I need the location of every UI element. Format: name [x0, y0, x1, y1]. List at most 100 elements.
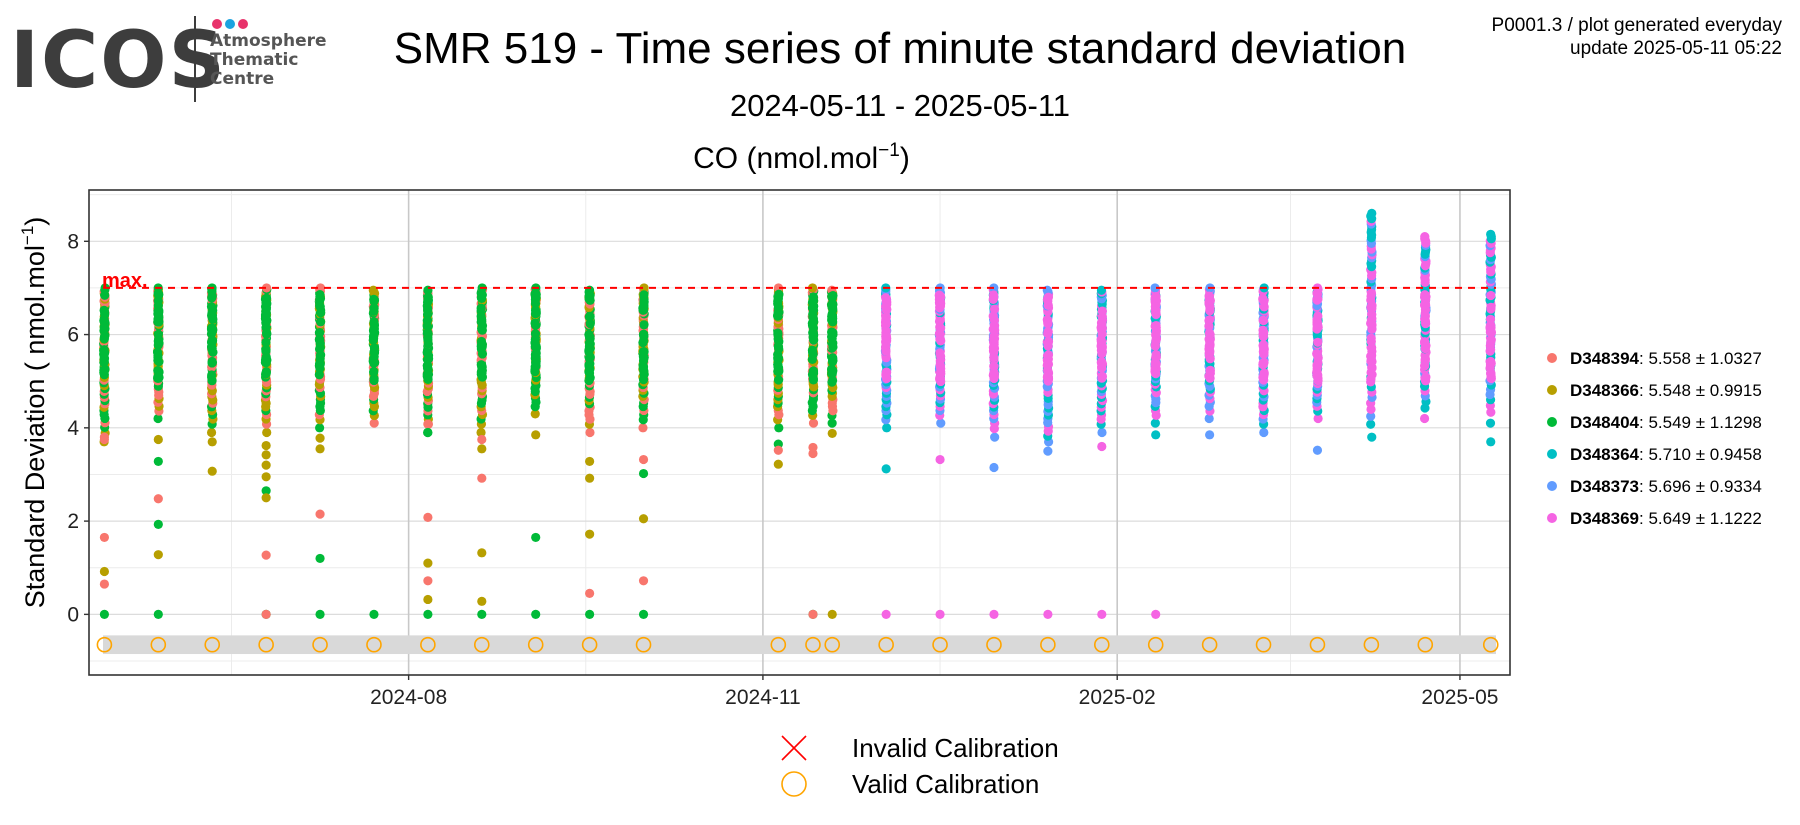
data-point	[99, 365, 109, 376]
valid-calibration-marker	[932, 636, 948, 653]
data-point	[638, 337, 648, 348]
legend-series-name: D348394	[1570, 349, 1640, 368]
data-point	[1420, 232, 1430, 242]
data-point	[1366, 411, 1376, 421]
logo-dot	[225, 19, 235, 29]
data-point	[477, 548, 487, 558]
data-point	[1367, 363, 1377, 373]
data-point	[423, 329, 433, 339]
data-point	[99, 432, 110, 442]
data-point	[207, 466, 217, 476]
data-point	[827, 375, 838, 386]
data-point	[1150, 283, 1160, 293]
data-point	[1366, 419, 1376, 429]
data-point	[1258, 359, 1269, 369]
data-point	[530, 329, 541, 339]
data-point	[369, 296, 379, 306]
legend-series-name: D348364	[1570, 445, 1640, 464]
data-point	[477, 609, 487, 619]
x-tick-label: 2024-11	[725, 686, 801, 709]
data-point	[99, 579, 110, 589]
data-point	[477, 366, 487, 376]
logo-sub-line: Atmosphere	[210, 31, 327, 51]
data-point	[1259, 296, 1269, 306]
data-point	[208, 347, 218, 357]
x-tick-label: 2025-02	[1079, 686, 1156, 709]
y-tick-label: 0	[67, 603, 79, 626]
valid-calibration-marker	[150, 636, 167, 653]
valid-calibration-marker	[366, 636, 382, 653]
y-axis-label-sup: −1	[18, 226, 37, 245]
data-point	[1097, 373, 1107, 383]
data-point	[638, 423, 648, 433]
data-point	[774, 423, 784, 433]
plot-border	[88, 189, 1511, 676]
data-point	[531, 289, 541, 299]
circle-icon	[781, 771, 807, 797]
data-point	[773, 354, 783, 365]
logo-sub-line: Thematic	[210, 50, 299, 70]
data-point	[808, 328, 818, 338]
chart-title: CO (nmol.mol−1)	[693, 140, 910, 175]
data-point	[423, 419, 433, 429]
data-point	[207, 293, 217, 303]
legend-series-stat: : 5.548 ± 0.9915	[1639, 381, 1762, 400]
data-point	[989, 462, 999, 473]
legend-entry: D348364: 5.710 ± 0.9458	[1570, 445, 1762, 464]
y-axis-label: Standard Deviation ( nmol.mol−1)	[18, 217, 50, 609]
data-point	[477, 473, 487, 483]
data-point	[585, 609, 595, 619]
data-point	[1204, 321, 1214, 331]
data-point	[773, 445, 783, 455]
data-point	[1258, 325, 1268, 335]
data-point	[585, 373, 595, 384]
data-point	[530, 367, 540, 377]
y-tick-label: 6	[67, 324, 79, 347]
logo-dots	[212, 16, 251, 30]
logo-sub-line: Centre	[210, 69, 275, 89]
data-point	[1313, 375, 1323, 386]
legend-entry: D348366: 5.548 ± 0.9915	[1570, 381, 1762, 400]
data-point	[1043, 296, 1053, 306]
data-point	[1043, 319, 1053, 329]
valid-calibration-marker	[770, 636, 787, 653]
data-point	[1204, 413, 1214, 424]
legend-series-name: D348404	[1570, 413, 1640, 432]
data-point	[261, 486, 271, 496]
data-point	[638, 347, 649, 357]
logo-subtitle: Atmosphere Thematic Centre	[210, 32, 327, 89]
y-axis-label-end: )	[20, 217, 50, 226]
data-point	[423, 339, 433, 349]
data-point	[1312, 322, 1322, 332]
data-point	[808, 349, 818, 359]
data-point	[639, 320, 649, 330]
data-point	[530, 409, 540, 419]
data-point	[206, 302, 217, 312]
y-tick-label: 8	[67, 230, 79, 253]
data-point	[807, 318, 817, 328]
data-point	[315, 350, 326, 361]
data-point	[153, 519, 163, 529]
data-point	[1486, 407, 1496, 417]
valid-calibration-marker	[1255, 636, 1272, 653]
legend-series-stat: : 5.558 ± 1.0327	[1639, 349, 1762, 368]
data-point	[531, 532, 541, 543]
data-point	[153, 434, 163, 445]
logo-dot	[238, 19, 248, 29]
valid-calibration-marker	[1093, 636, 1110, 653]
data-point	[1205, 295, 1215, 306]
data-point	[315, 609, 325, 619]
valid-calibration-marker	[581, 636, 598, 653]
data-point	[476, 303, 486, 313]
data-point	[1366, 374, 1376, 384]
data-point	[153, 609, 163, 619]
data-point	[530, 309, 541, 319]
series-legend: D348394: 5.558 ± 1.0327 D348366: 5.548 ± …	[1547, 349, 1762, 528]
icos-logo: ICOS Atmosphere Thematic Centre	[10, 14, 330, 104]
legend-swatch	[1547, 449, 1557, 459]
data-point	[99, 346, 109, 356]
legend-swatch	[1547, 513, 1557, 523]
data-point	[1043, 336, 1054, 347]
data-point	[423, 350, 434, 361]
data-point	[315, 328, 325, 338]
